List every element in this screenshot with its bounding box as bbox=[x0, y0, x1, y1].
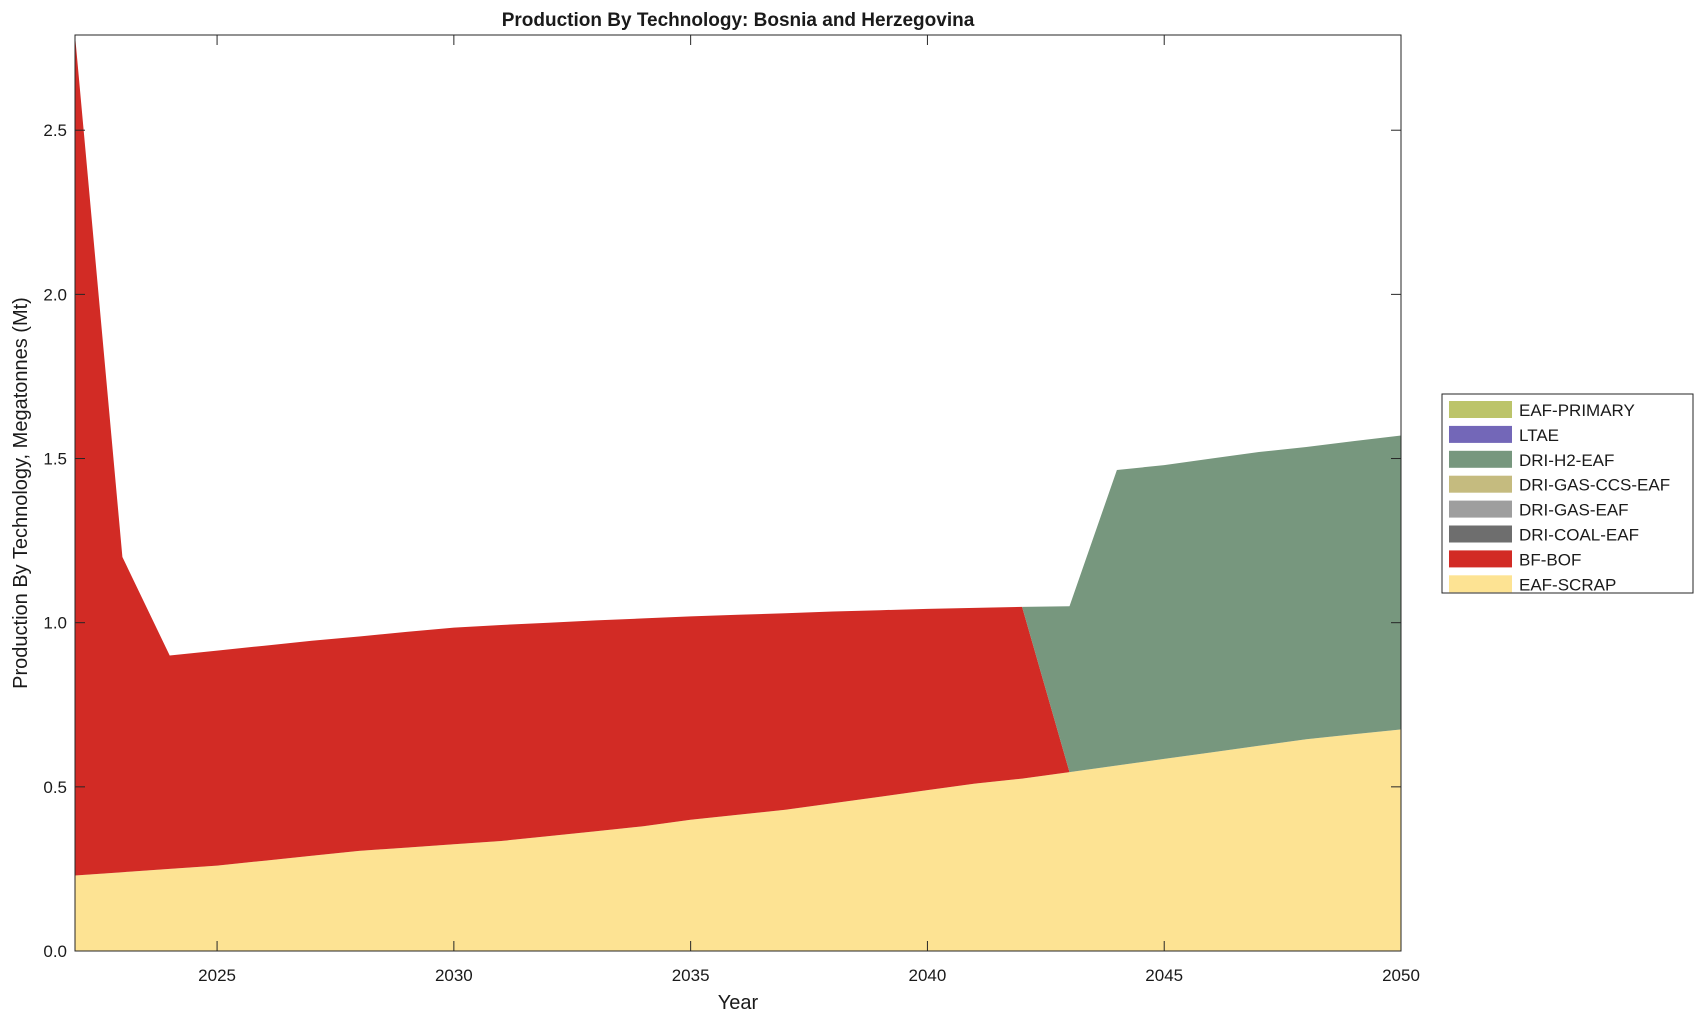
legend-item[interactable]: BF-BOF bbox=[1449, 550, 1581, 569]
y-tick-label: 0.0 bbox=[43, 942, 67, 961]
y-tick-label: 1.5 bbox=[43, 450, 67, 469]
legend-item[interactable]: EAF-PRIMARY bbox=[1449, 401, 1635, 420]
y-tick-label: 1.0 bbox=[43, 614, 67, 633]
area-eaf-scrap bbox=[75, 729, 1401, 951]
legend-label: DRI-GAS-CCS-EAF bbox=[1519, 476, 1670, 495]
x-tick-label: 2045 bbox=[1145, 966, 1183, 985]
y-tick-label: 0.5 bbox=[43, 778, 67, 797]
legend-swatch bbox=[1449, 401, 1512, 418]
x-tick-label: 2035 bbox=[672, 966, 710, 985]
legend-label: DRI-GAS-EAF bbox=[1519, 501, 1629, 520]
area-dri-h2-eaf bbox=[75, 35, 1401, 773]
legend-label: DRI-COAL-EAF bbox=[1519, 526, 1639, 545]
legend-swatch bbox=[1449, 525, 1512, 543]
legend-swatch bbox=[1449, 550, 1512, 568]
x-tick-label: 2040 bbox=[909, 966, 947, 985]
legend: EAF-PRIMARY LTAE DRI-H2-EAF DRI-GAS-CCS-EAF… bbox=[1441, 393, 1694, 594]
legend-swatch bbox=[1449, 475, 1512, 493]
x-tick-label: 2030 bbox=[435, 966, 473, 985]
area-layer bbox=[75, 35, 1401, 951]
legend-label: EAF-SCRAP bbox=[1519, 575, 1616, 594]
x-tick-label: 2050 bbox=[1382, 966, 1420, 985]
plot-frame bbox=[74, 34, 1402, 952]
y-axis-label: Production By Technology, Megatonnes (Mt… bbox=[10, 297, 32, 689]
x-axis-label: Year bbox=[718, 992, 759, 1014]
area-bf-bof bbox=[75, 35, 1401, 876]
legend-item[interactable]: EAF-SCRAP bbox=[1449, 575, 1616, 594]
legend-swatch bbox=[1449, 425, 1512, 443]
legend-label: EAF-PRIMARY bbox=[1519, 401, 1635, 420]
x-tick-label: 2025 bbox=[198, 966, 236, 985]
legend-item[interactable]: DRI-GAS-EAF bbox=[1449, 501, 1629, 520]
legend-label: LTAE bbox=[1519, 426, 1559, 445]
axis-ticks: 2025 2030 2035 2040 2045 2050 0.0 0.5 1.0 1.5 2.0 2… bbox=[43, 35, 1420, 985]
legend-swatch bbox=[1449, 450, 1512, 468]
y-tick-label: 2.5 bbox=[43, 121, 67, 140]
y-tick-label: 2.0 bbox=[43, 285, 67, 304]
legend-label: DRI-H2-EAF bbox=[1519, 451, 1614, 470]
legend-item[interactable]: DRI-GAS-CCS-EAF bbox=[1449, 475, 1670, 495]
legend-item[interactable]: LTAE bbox=[1449, 425, 1559, 445]
legend-swatch bbox=[1449, 500, 1512, 518]
legend-label: BF-BOF bbox=[1519, 550, 1581, 569]
chart-title: Production By Technology: Bosnia and Her… bbox=[502, 10, 975, 31]
legend-swatch bbox=[1449, 575, 1512, 593]
legend-item[interactable]: DRI-H2-EAF bbox=[1449, 450, 1614, 470]
legend-item[interactable]: DRI-COAL-EAF bbox=[1449, 525, 1639, 545]
